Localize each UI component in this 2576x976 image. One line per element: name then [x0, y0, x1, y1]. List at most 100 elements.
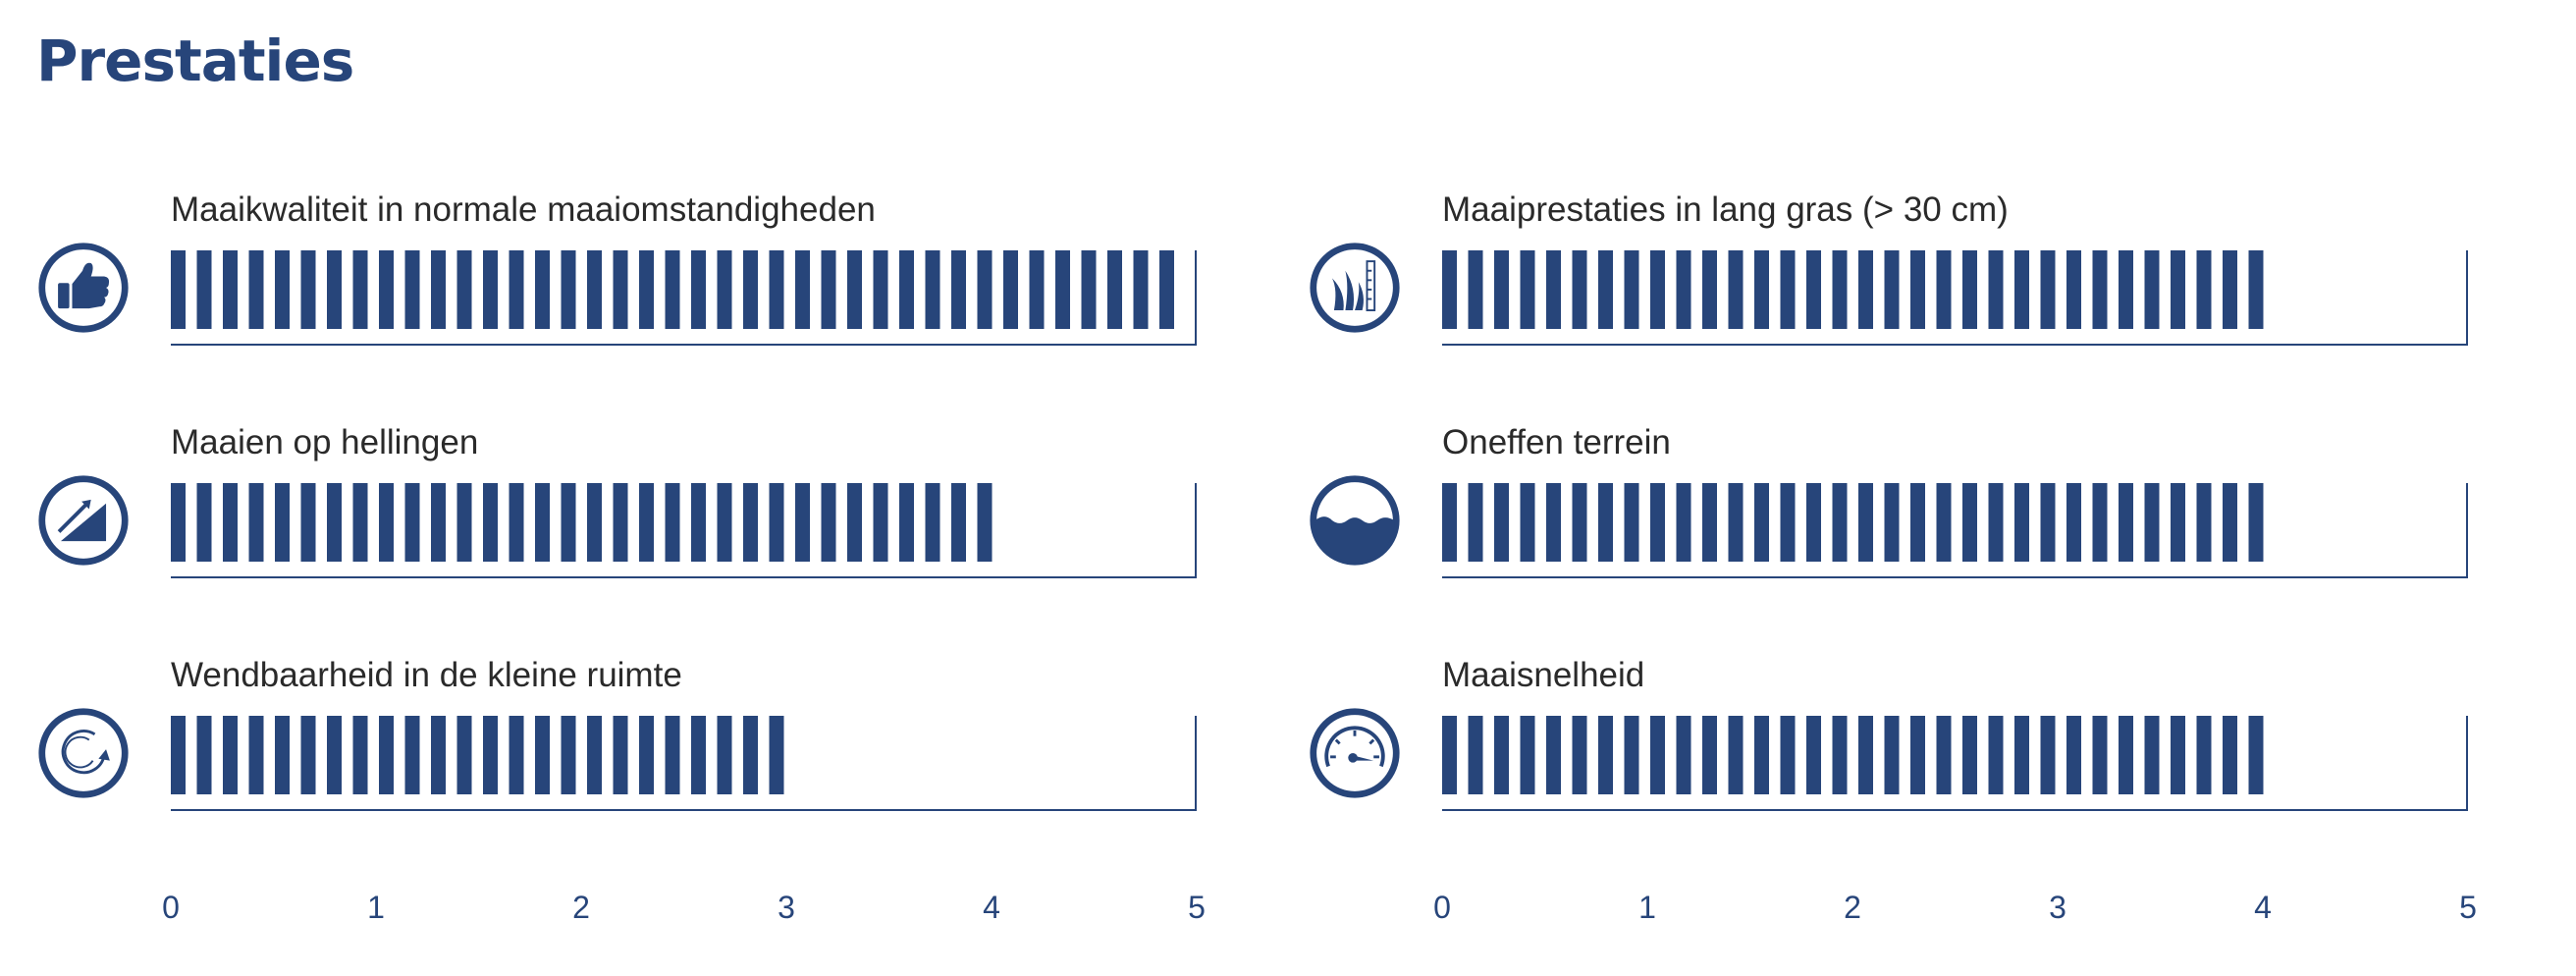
bar-stripe — [1598, 250, 1613, 329]
bar-stripe — [2144, 716, 2160, 794]
bar-stripe — [1650, 250, 1665, 329]
metric-label: Oneffen terrein — [1442, 423, 1671, 461]
bar-stripe — [2248, 716, 2264, 794]
bar-stripe — [821, 250, 836, 329]
bar-stripe — [847, 250, 862, 329]
bar-stripe — [1598, 483, 1613, 562]
bar-stripe — [717, 483, 732, 562]
bar-stripe — [1546, 716, 1561, 794]
bar-stripe — [483, 483, 498, 562]
bar-stripe — [223, 716, 238, 794]
bar-stripe — [431, 250, 446, 329]
bar-stripe — [1468, 250, 1483, 329]
bar-stripe — [2144, 483, 2160, 562]
bar-value — [171, 483, 993, 562]
bar-stripe — [1494, 250, 1509, 329]
bar-stripe — [275, 250, 290, 329]
bar-value — [1442, 483, 2264, 562]
bar-stripe — [769, 250, 784, 329]
bar-stripe — [847, 483, 862, 562]
speedometer-icon — [1308, 706, 1402, 800]
bar-stripe — [431, 483, 446, 562]
bar-stripe — [404, 250, 420, 329]
bar-value — [1442, 250, 2264, 329]
bar-stripe — [483, 250, 498, 329]
bar-stripe — [899, 250, 914, 329]
bar-stripe — [248, 250, 264, 329]
bar-stripe — [1884, 716, 1900, 794]
x-tick-label: 1 — [1638, 890, 1656, 925]
metric-label: Maaiprestaties in lang gras (> 30 cm) — [1442, 190, 2009, 229]
bar-stripe — [1728, 483, 1744, 562]
bar-stripe — [1003, 250, 1018, 329]
bar-stripe — [587, 716, 602, 794]
bar-stripe — [196, 250, 212, 329]
bar-stripe — [1754, 250, 1769, 329]
bar-stripe — [639, 250, 654, 329]
bar-stripe — [977, 250, 993, 329]
x-tick-label: 0 — [1433, 890, 1451, 925]
bar-stripe — [300, 716, 316, 794]
bar-stripe — [1029, 250, 1045, 329]
bar-stripe — [1572, 250, 1587, 329]
bar-stripe — [1442, 250, 1457, 329]
bar-value — [1442, 716, 2264, 794]
bar-stripe — [404, 716, 420, 794]
bar-stripe — [1650, 716, 1665, 794]
bar-stripe — [1936, 483, 1952, 562]
bar-stripe — [925, 483, 940, 562]
bar-mowing-quality — [171, 248, 1197, 347]
bar-stripe — [535, 716, 550, 794]
bar-stripe — [1806, 483, 1821, 562]
bar-stripe — [456, 250, 472, 329]
bar-stripe — [691, 483, 706, 562]
bar-stripe — [1858, 716, 1873, 794]
bar-stripe — [2223, 483, 2237, 562]
bar-stripe — [977, 483, 993, 562]
bar-stripe — [587, 250, 602, 329]
bar-stripe — [587, 483, 602, 562]
bar-stripe — [1624, 250, 1639, 329]
bar-stripe — [1780, 716, 1796, 794]
bar-stripe — [379, 716, 394, 794]
bar-stripe — [613, 483, 628, 562]
bar-stripe — [1806, 716, 1821, 794]
bar-stripe — [1081, 250, 1097, 329]
x-tick-label: 3 — [2049, 890, 2066, 925]
x-tick-label: 1 — [367, 890, 385, 925]
bar-stripe — [171, 483, 186, 562]
bar-stripe — [2119, 716, 2133, 794]
bar-svg — [1442, 483, 2468, 578]
bar-stripe — [1159, 250, 1174, 329]
bar-stripe — [1988, 483, 2004, 562]
bar-stripe — [535, 483, 550, 562]
bar-stripe — [509, 483, 524, 562]
bar-stripe — [2196, 716, 2212, 794]
metric-label: Maaien op hellingen — [171, 423, 479, 461]
metric-label: Maaisnelheid — [1442, 656, 1645, 694]
x-tick-label: 4 — [2254, 890, 2272, 925]
metric-label: Wendbaarheid in de kleine ruimte — [171, 656, 682, 694]
bar-svg — [171, 716, 1197, 811]
x-tick-label: 5 — [2459, 890, 2477, 925]
bar-stripe — [1780, 483, 1796, 562]
bar-stripe — [1832, 716, 1848, 794]
bar-stripe — [873, 250, 888, 329]
bar-value — [171, 716, 784, 794]
bar-stripe — [1936, 250, 1952, 329]
bar-stripe — [665, 483, 680, 562]
metric-label: Maaikwaliteit in normale maaiomstandighe… — [171, 190, 876, 229]
bar-stripe — [483, 716, 498, 794]
bar-stripe — [275, 716, 290, 794]
bar-stripe — [2014, 716, 2029, 794]
bar-stripe — [1468, 483, 1483, 562]
bar-mowing-speed — [1442, 714, 2468, 812]
bar-stripe — [379, 483, 394, 562]
x-tick-label: 5 — [1188, 890, 1206, 925]
bar-stripe — [1572, 716, 1587, 794]
bar-stripe — [743, 483, 758, 562]
metric-mowing-speed: Maaisnelheid — [1308, 655, 2468, 811]
page-title: Prestaties — [36, 27, 354, 94]
bar-stripe — [743, 250, 758, 329]
bar-stripe — [2171, 250, 2185, 329]
